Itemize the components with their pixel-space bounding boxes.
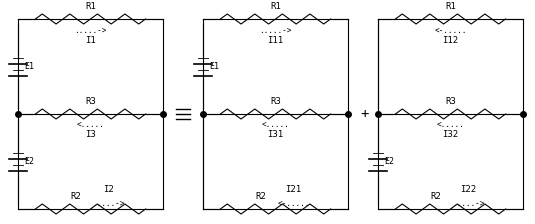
Text: I3: I3 [85,129,96,138]
Text: I2: I2 [103,185,114,194]
Text: I32: I32 [442,129,458,138]
Text: R1: R1 [85,2,96,11]
Text: E2: E2 [384,157,394,166]
Text: .....->: .....-> [452,198,485,207]
Text: R1: R1 [445,2,456,11]
Text: +: + [361,107,369,121]
Text: <.....: <..... [437,119,464,129]
Text: R2: R2 [430,192,441,201]
Text: .....->: .....-> [259,26,292,34]
Text: I1: I1 [85,35,96,45]
Text: .....->: .....-> [93,198,125,207]
Text: R1: R1 [270,2,281,11]
Text: I31: I31 [268,129,284,138]
Text: <.....: <..... [262,119,289,129]
Text: R2: R2 [70,192,81,201]
Text: I11: I11 [268,35,284,45]
Text: .....->: .....-> [74,26,106,34]
Text: I22: I22 [461,185,477,194]
Text: I21: I21 [286,185,302,194]
Text: R3: R3 [270,97,281,106]
Text: E1: E1 [209,62,219,71]
Text: I12: I12 [442,35,458,45]
Text: R2: R2 [255,192,266,201]
Text: R3: R3 [85,97,96,106]
Text: E2: E2 [24,157,34,166]
Text: <-.....: <-..... [434,26,467,34]
Text: R3: R3 [445,97,456,106]
Text: <-.....: <-..... [277,198,310,207]
Text: E1: E1 [24,62,34,71]
Text: <.....: <..... [77,119,104,129]
